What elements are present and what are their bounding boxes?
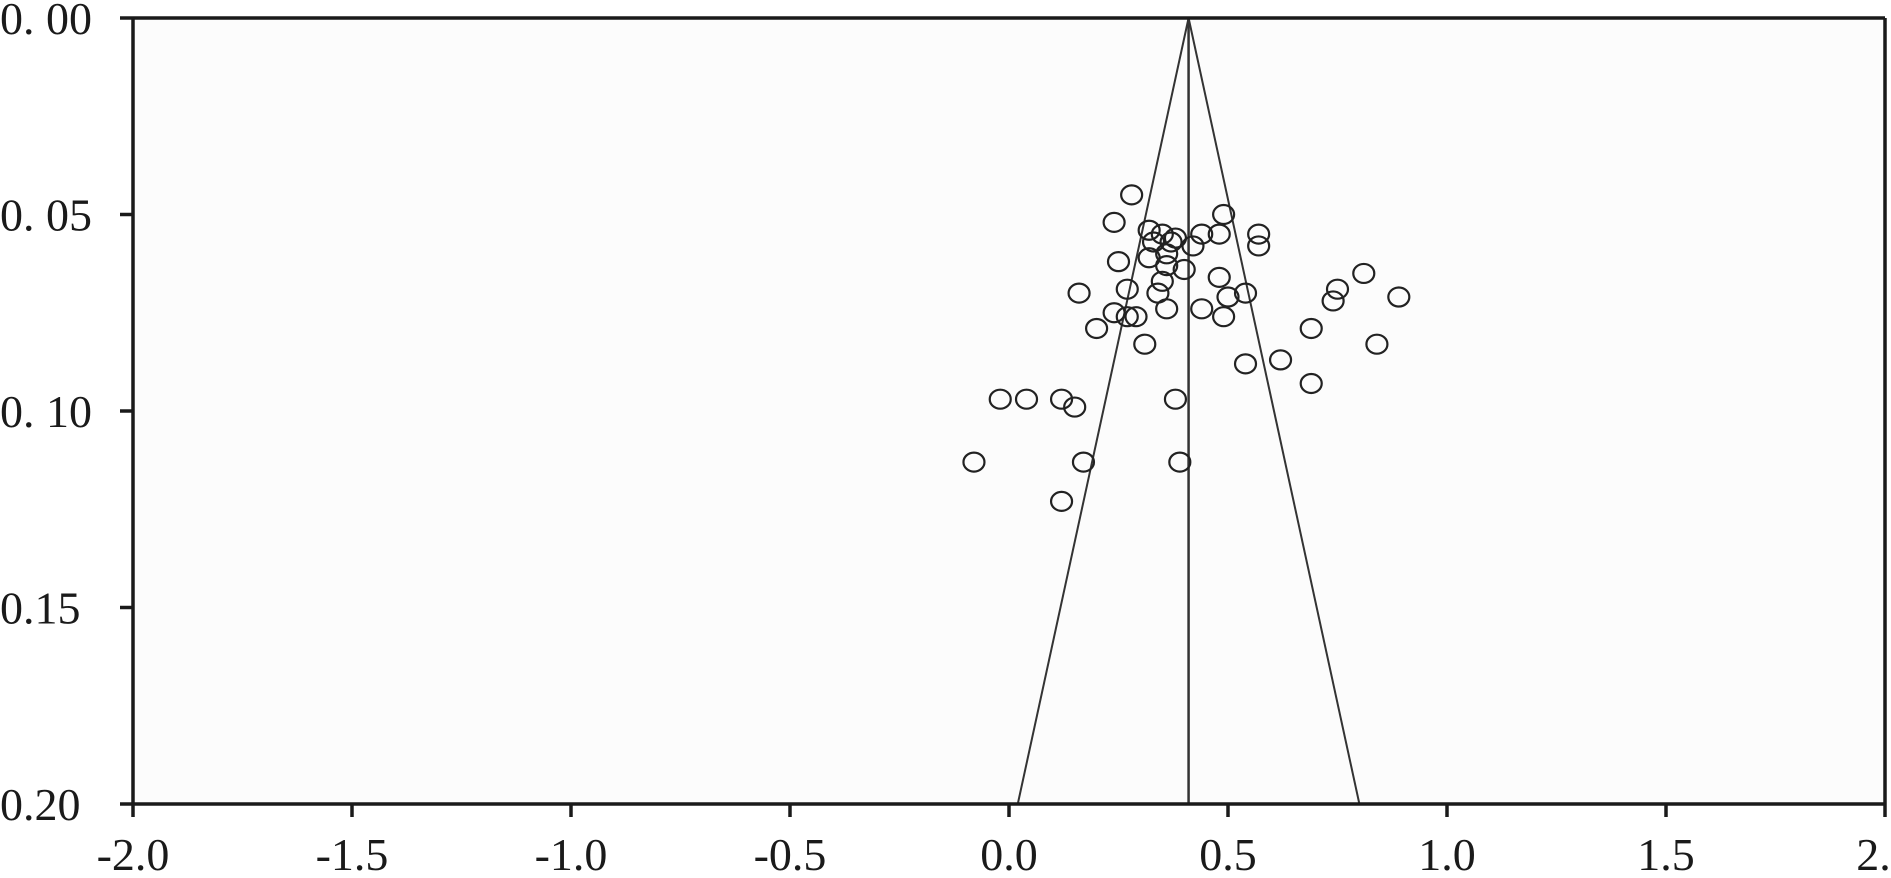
funnel-left-line — [1016, 17, 1190, 805]
study-point — [1084, 317, 1109, 340]
y-tick-label: 0.15 — [0, 583, 81, 634]
study-point — [1233, 353, 1258, 375]
study-point — [1155, 254, 1179, 277]
study-point — [1102, 211, 1126, 233]
study-point — [1067, 282, 1091, 304]
funnel-layer — [1016, 17, 1361, 805]
x-tick-label: -2.0 — [97, 829, 170, 878]
study-point — [1387, 286, 1411, 308]
study-point — [1321, 290, 1345, 312]
study-point — [988, 388, 1012, 410]
study-point — [1155, 298, 1179, 320]
study-point — [1247, 235, 1271, 257]
study-point — [1168, 451, 1192, 473]
study-point — [1212, 203, 1236, 226]
study-point — [1120, 184, 1144, 206]
x-tick-label: 0.0 — [980, 829, 1038, 878]
study-point — [1268, 349, 1293, 371]
study-point — [962, 451, 986, 473]
study-point — [1115, 306, 1139, 328]
study-point — [1207, 223, 1231, 245]
y-tick-label: 0. 00 — [0, 0, 92, 44]
study-point — [1106, 251, 1131, 273]
study-point — [1150, 223, 1174, 245]
x-tick-label: 2.0 — [1856, 829, 1891, 878]
study-point — [1181, 235, 1205, 257]
study-point — [1247, 223, 1271, 245]
x-tick-label: 1.0 — [1418, 829, 1476, 878]
study-point — [1163, 388, 1188, 410]
y-tick-label: 0.20 — [0, 779, 81, 830]
x-tick-label: 0.5 — [1199, 829, 1257, 878]
study-point — [1299, 317, 1323, 340]
study-point — [1212, 306, 1236, 328]
study-point — [1049, 490, 1074, 512]
study-point — [1014, 388, 1039, 410]
study-point — [1172, 258, 1196, 281]
study-point — [1155, 243, 1179, 265]
study-point — [1207, 266, 1231, 288]
study-point — [1124, 306, 1148, 328]
study-point — [1102, 302, 1126, 324]
study-point — [1365, 333, 1389, 355]
study-point — [1190, 223, 1214, 245]
y-tick-label: 0. 05 — [0, 190, 92, 241]
study-point — [1299, 372, 1323, 395]
study-point — [1137, 219, 1161, 241]
study-point — [1216, 286, 1240, 308]
study-point — [1325, 278, 1350, 300]
study-point — [1233, 282, 1258, 304]
x-tick-label: -0.5 — [754, 829, 827, 878]
study-point — [1190, 298, 1214, 320]
x-tick-label: -1.0 — [535, 829, 608, 878]
study-point — [1063, 396, 1087, 418]
x-tick-label: 1.5 — [1637, 829, 1695, 878]
x-tick-label: -1.5 — [316, 829, 389, 878]
study-point — [1141, 231, 1166, 253]
plot-background — [133, 18, 1885, 804]
study-point — [1049, 388, 1074, 410]
study-point — [1352, 262, 1376, 285]
study-point — [1159, 231, 1183, 253]
funnel-right-line — [1187, 17, 1361, 805]
study-point — [1150, 270, 1174, 292]
study-points — [962, 184, 1411, 512]
y-tick-label: 0. 10 — [0, 386, 92, 437]
study-point — [1071, 451, 1096, 473]
study-point — [1133, 333, 1157, 355]
study-point — [1115, 278, 1139, 300]
